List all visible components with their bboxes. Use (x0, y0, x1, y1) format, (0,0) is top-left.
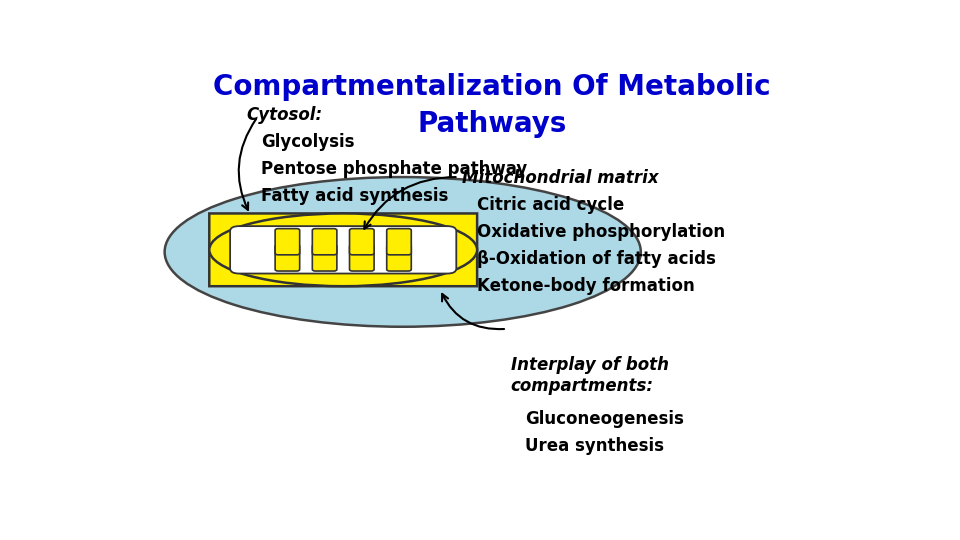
Text: Cytosol:: Cytosol: (247, 106, 323, 124)
Text: Interplay of both
compartments:: Interplay of both compartments: (511, 356, 668, 395)
FancyBboxPatch shape (387, 228, 411, 255)
FancyBboxPatch shape (209, 213, 477, 286)
FancyBboxPatch shape (276, 228, 300, 255)
Text: Compartmentalization Of Metabolic
Pathways: Compartmentalization Of Metabolic Pathwa… (213, 73, 771, 138)
Text: Pentose phosphate pathway: Pentose phosphate pathway (261, 160, 528, 178)
Text: Oxidative phosphorylation: Oxidative phosphorylation (477, 223, 725, 241)
Text: Mitochondrial matrix: Mitochondrial matrix (463, 168, 659, 187)
Text: Fatty acid synthesis: Fatty acid synthesis (261, 187, 448, 205)
Text: Citric acid cycle: Citric acid cycle (477, 196, 624, 214)
Text: Ketone-body formation: Ketone-body formation (477, 277, 695, 295)
FancyBboxPatch shape (312, 228, 337, 255)
FancyBboxPatch shape (387, 245, 411, 271)
FancyBboxPatch shape (230, 226, 456, 274)
FancyBboxPatch shape (276, 245, 300, 271)
FancyBboxPatch shape (349, 228, 374, 255)
Text: Glycolysis: Glycolysis (261, 133, 355, 151)
Text: β-Oxidation of fatty acids: β-Oxidation of fatty acids (477, 250, 716, 268)
Ellipse shape (209, 213, 477, 286)
Ellipse shape (165, 177, 641, 327)
FancyBboxPatch shape (312, 245, 337, 271)
FancyBboxPatch shape (349, 245, 374, 271)
Text: Gluconeogenesis: Gluconeogenesis (525, 410, 684, 428)
Text: Urea synthesis: Urea synthesis (525, 437, 664, 455)
